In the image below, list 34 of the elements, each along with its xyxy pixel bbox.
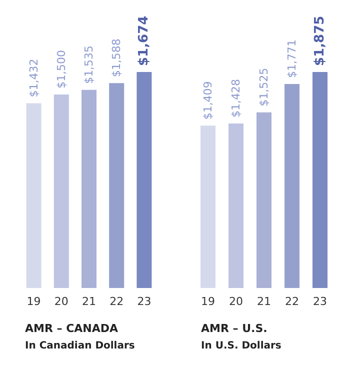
bar <box>136 72 152 288</box>
x-tick-label: 23 <box>313 295 327 308</box>
x-tick-label: 20 <box>54 295 68 308</box>
x-tick-label: 21 <box>257 295 271 308</box>
bar <box>109 83 124 288</box>
bar <box>200 126 216 288</box>
x-tick-label: 21 <box>82 295 96 308</box>
x-tick-label: 22 <box>110 295 124 308</box>
text: In U.S. Dollars <box>201 340 282 352</box>
data-label: $1,432 <box>27 58 40 98</box>
text: AMR – U.S. <box>201 322 268 335</box>
bar <box>26 103 42 288</box>
x-tick-label: 19 <box>201 295 215 308</box>
data-label: $1,674 <box>136 16 152 66</box>
data-label: $1,428 <box>230 78 242 118</box>
data-label: $1,771 <box>286 39 298 78</box>
x-tick-label: 22 <box>285 295 299 308</box>
data-label: $1,875 <box>312 16 328 66</box>
bar <box>284 84 300 288</box>
bar <box>228 123 244 288</box>
bar <box>312 72 328 288</box>
bar <box>82 90 96 288</box>
data-label: $1,525 <box>258 68 270 106</box>
data-label: $1,535 <box>82 45 96 84</box>
text: In Canadian Dollars <box>25 340 135 352</box>
x-tick-label: 19 <box>26 295 41 308</box>
x-tick-label: 20 <box>229 295 243 308</box>
data-label: $1,500 <box>54 50 68 88</box>
data-label: $1,409 <box>202 81 214 120</box>
x-tick-label: 23 <box>137 295 152 308</box>
data-label: $1,588 <box>110 38 124 78</box>
text: AMR – CANADA <box>25 322 119 335</box>
bar <box>256 112 272 288</box>
bar <box>54 94 69 288</box>
